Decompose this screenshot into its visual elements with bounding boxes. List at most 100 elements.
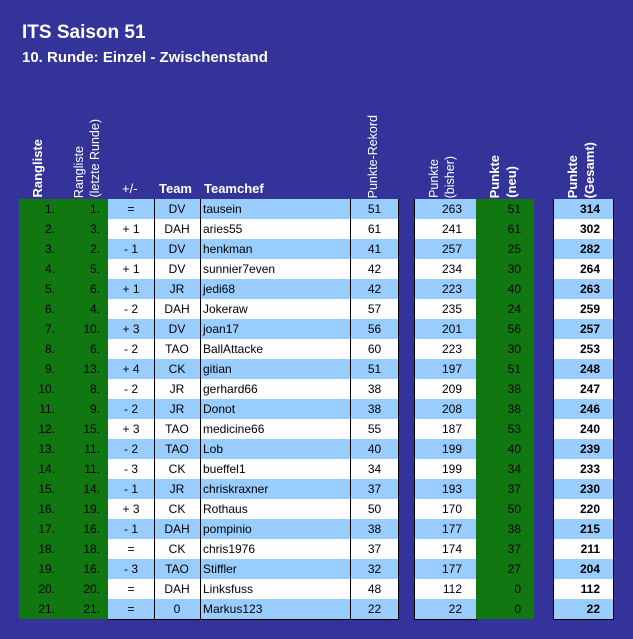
cell-team: TAO [165,562,189,576]
cell-rank: 3. [44,242,55,256]
cell-prev: 8. [89,382,100,396]
cell-prev: 11. [84,462,100,476]
cell-gesamt: 22 [586,602,600,616]
row-band [553,319,613,339]
cell-rank: 4. [44,262,55,276]
table-row: 20. 20. = DAH Linksfuss 48 112 0 112 [0,579,633,599]
cell-gesamt: 253 [579,342,600,356]
cell-prev: 6. [89,282,100,296]
table-row: 2. 3. + 1 DAH aries55 61 241 61 302 [0,219,633,239]
table-row: 16. 19. + 3 CK Rothaus 50 170 50 220 [0,499,633,519]
cell-rekord: 42 [367,282,382,296]
cell-rekord: 60 [367,342,382,356]
rank-column-bg [19,199,64,619]
row-band [414,419,476,439]
row-band [553,339,613,359]
cell-rank: 7. [44,322,55,336]
row-band [553,239,613,259]
cell-neu: 37 [507,542,521,556]
cell-diff: - 1 [123,522,138,536]
cell-bisher: 209 [441,382,462,396]
row-band [351,559,398,579]
cell-chef: bueffel1 [203,462,246,476]
cell-diff: + 1 [122,222,140,236]
row-band [414,559,476,579]
row-band [108,219,350,239]
cell-prev: 2. [89,242,100,256]
cell-rekord: 48 [367,582,382,596]
cell-rekord: 34 [367,462,382,476]
cell-neu: 40 [507,282,521,296]
row-band [351,499,398,519]
cell-gesamt: 211 [580,542,600,556]
cell-rekord: 38 [367,382,382,396]
row-band [351,379,398,399]
cell-team: DAH [164,582,190,596]
cell-neu: 56 [507,322,521,336]
cell-diff: = [127,542,135,556]
table-row: 9. 13. + 4 CK gitian 51 197 51 248 [0,359,633,379]
cell-diff: - 2 [123,382,138,396]
cell-team: CK [168,542,186,556]
cell-bisher: 223 [441,282,462,296]
cell-team: DAH [164,222,190,236]
cell-neu: 30 [507,342,521,356]
row-band [108,539,350,559]
cell-diff: = [127,602,135,616]
cell-rank: 10. [38,382,55,396]
header-team: Team [159,181,192,196]
cell-chef: joan17 [203,322,240,336]
cell-rank: 1. [44,202,55,216]
table-row: 13. 11. - 2 TAO Lob 40 199 40 239 [0,439,633,459]
table-row: 6. 4. - 2 DAH Jokeraw 57 235 24 259 [0,299,633,319]
cell-diff: - 3 [123,462,138,476]
row-band [108,199,350,219]
row-band [414,439,476,459]
row-band [351,339,398,359]
cell-team: CK [168,362,186,376]
standings-table: 1. 1. = DV tausein 51 263 51 314 2. 3. + 1 DAH aries5… [0,199,633,619]
row-band [414,499,476,519]
cell-diff: + 3 [122,322,140,336]
cell-neu: 61 [507,222,521,236]
table-row: 8. 6. - 2 TAO BallAttacke 60 223 30 253 [0,339,633,359]
row-band [553,479,613,499]
cell-gesamt: 247 [579,382,600,396]
cell-neu: 38 [507,382,521,396]
row-band [108,579,350,599]
cell-prev: 3. [89,222,100,236]
cell-gesamt: 240 [579,422,600,436]
table-row: 11. 9. - 2 JR Donot 38 208 38 246 [0,399,633,419]
row-band [414,459,476,479]
row-band [351,299,398,319]
row-band [108,359,350,379]
page-title: ITS Saison 51 [22,22,146,43]
table-row: 1. 1. = DV tausein 51 263 51 314 [0,199,633,219]
row-band [553,259,613,279]
header-diff: +/- [122,181,138,196]
cell-team: TAO [165,422,189,436]
cell-prev: 10. [83,322,100,336]
cell-neu: 25 [507,242,521,256]
cell-rank: 19. [38,562,55,576]
cell-gesamt: 257 [579,322,600,336]
row-band [351,199,398,219]
row-band [108,499,350,519]
cell-neu: 38 [507,402,521,416]
row-band [553,499,613,519]
cell-chef: aries55 [203,222,243,236]
cell-rank: 13. [38,442,55,456]
row-band [414,319,476,339]
table-row: 7. 10. + 3 DV joan17 56 201 56 257 [0,319,633,339]
cell-rank: 9. [44,362,55,376]
cell-neu: 50 [507,502,521,516]
cell-diff: - 2 [123,302,138,316]
cell-gesamt: 239 [579,442,600,456]
cell-neu: 40 [507,442,521,456]
cell-bisher: 170 [441,502,462,516]
cell-prev: 13. [83,362,100,376]
cell-diff: - 3 [123,562,138,576]
cell-neu: 0 [514,602,521,616]
cell-team: DV [168,242,186,256]
